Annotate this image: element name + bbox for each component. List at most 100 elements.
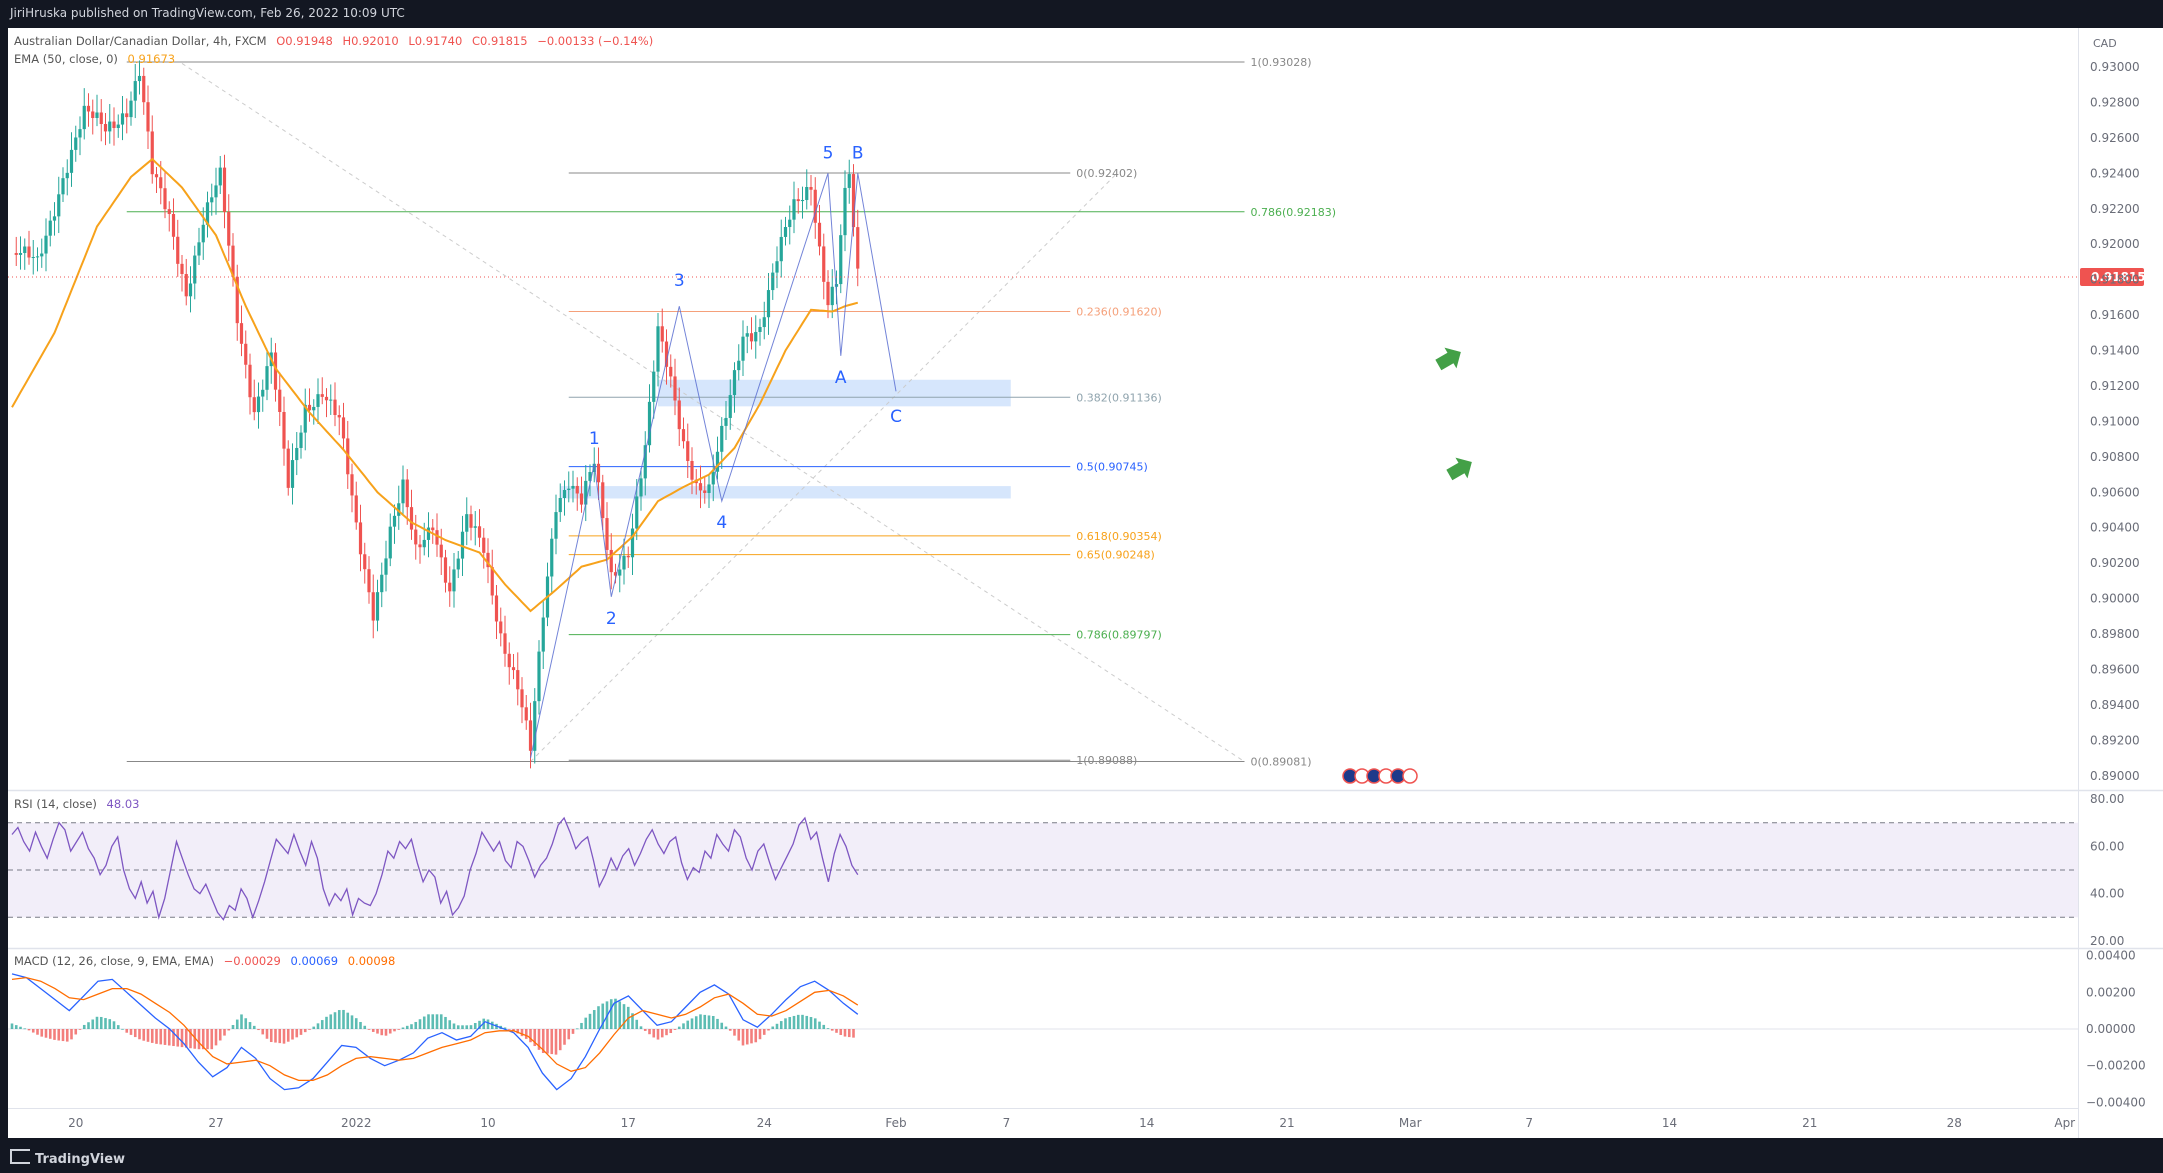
macd-histogram-bar [367, 1029, 371, 1030]
fib-level-label: 0.236(0.91620) [1076, 306, 1162, 319]
candle-body [562, 490, 567, 499]
candle-body [244, 343, 248, 365]
fib-level-label: 0.786(0.92183) [1251, 206, 1337, 219]
candle-body [711, 471, 715, 485]
candle-body [737, 360, 741, 371]
symbol-legend[interactable]: Australian Dollar/Canadian Dollar, 4h, F… [14, 34, 659, 48]
time-tick-label: 21 [1802, 1116, 1817, 1130]
macd-histogram-bar [639, 1026, 643, 1029]
rsi-legend[interactable]: RSI (14, close) 48.03 [14, 797, 145, 811]
price-axis[interactable] [2078, 28, 2163, 1138]
candle-body [409, 507, 414, 530]
candle-body [558, 498, 562, 513]
candle-body [652, 371, 656, 402]
fib-level-label: 0(0.92402) [1076, 167, 1137, 180]
candle-body [48, 220, 52, 236]
tradingview-logo[interactable]: TradingView [10, 1149, 125, 1167]
candle-body [601, 482, 605, 519]
candle-body [622, 555, 626, 570]
macd-histogram-bar [609, 999, 613, 1029]
symbol-name: Australian Dollar/Canadian Dollar, 4h, F… [14, 34, 267, 48]
macd-pane[interactable]: 0.00400 0.00200 0.00000 −0.00200 −0.00400 [8, 949, 2146, 1110]
macd-histogram-bar [244, 1018, 248, 1029]
macd-line [11, 973, 859, 1091]
candle-body [252, 397, 256, 413]
macd-histogram-bar [852, 1029, 855, 1038]
ema-legend[interactable]: EMA (50, close, 0) 0.91673 [14, 52, 181, 66]
close-value: C0.91815 [471, 34, 528, 48]
macd-histogram-bar [707, 1015, 711, 1029]
time-tick-label: Mar [1399, 1116, 1422, 1130]
low-value: L0.91740 [408, 34, 463, 48]
price-pane[interactable]: 1(0.93028) 0.786(0.92183) 0(0.89081) 0(0.92… [8, 56, 2146, 784]
candle-body [635, 496, 639, 529]
candle-body [724, 417, 728, 426]
candle-body [554, 512, 558, 539]
macd-histogram-bar [699, 1014, 702, 1029]
candle-body [95, 112, 99, 119]
macd-histogram-bar [652, 1029, 656, 1038]
macd-histogram-bar [82, 1024, 86, 1029]
macd-histogram-bar [206, 1029, 209, 1050]
support-zone [658, 379, 1011, 407]
macd-signal-value: 0.00069 [290, 954, 339, 968]
footer-bar: TradingView [0, 1140, 2163, 1173]
macd-histogram-bar [87, 1022, 90, 1029]
candle-body [324, 396, 329, 401]
candle-body [154, 174, 159, 178]
candle-body [486, 552, 490, 568]
candle-body [630, 528, 635, 558]
macd-histogram-bar [631, 1013, 634, 1029]
candle-body [290, 460, 295, 488]
candle-body [490, 567, 494, 596]
macd-histogram-bar [299, 1029, 303, 1035]
price-tick-label: 0.92800 [2090, 95, 2140, 109]
candle-body [783, 227, 788, 237]
macd-histogram-bar [231, 1025, 235, 1029]
macd-histogram-bar [720, 1022, 724, 1029]
macd-tick-label: 0.00400 [2086, 949, 2136, 963]
macd-histogram-bar [163, 1029, 167, 1045]
candle-body [596, 463, 601, 483]
rsi-pane[interactable]: 80.00 60.00 40.00 20.00 [8, 792, 2124, 948]
candle-body [567, 488, 571, 491]
macd-legend[interactable]: MACD (12, 26, close, 9, EMA, EMA) −0.000… [14, 954, 401, 968]
price-tick-label: 0.90000 [2090, 592, 2140, 606]
candle-body [176, 236, 180, 264]
macd-histogram-bar [418, 1019, 422, 1029]
arrow-shape [1446, 457, 1472, 481]
candle-body [312, 406, 316, 411]
fib-level-label: 0(0.89081) [1251, 755, 1312, 768]
time-tick-label: Apr [2054, 1116, 2075, 1130]
candle-body [371, 592, 375, 621]
macd-histogram-bar [57, 1029, 61, 1041]
price-tick-label: 0.89800 [2090, 627, 2140, 641]
price-tick-label: 0.90800 [2090, 450, 2140, 464]
candle-body [337, 415, 341, 418]
macd-histogram-bar [669, 1029, 673, 1034]
candle-body [647, 401, 652, 446]
macd-histogram-bar [750, 1029, 753, 1044]
macd-histogram-bar [690, 1018, 694, 1029]
candle-body [65, 172, 69, 179]
time-tick-label: 20 [68, 1116, 83, 1130]
candle-body [23, 246, 27, 254]
macd-histogram-bar [397, 1029, 401, 1030]
candle-body [749, 333, 754, 342]
macd-histogram-bar [779, 1021, 783, 1029]
candle-body [669, 366, 673, 377]
candle-body [541, 617, 545, 652]
wave-label-2: 2 [606, 609, 617, 629]
macd-histogram-bar [91, 1019, 95, 1029]
candle-body [295, 447, 299, 461]
macd-histogram-bar [643, 1029, 647, 1031]
current-price-tag [2080, 267, 2144, 286]
candle-body [817, 222, 822, 247]
wave-label-1: 1 [589, 429, 600, 449]
candle-body [758, 327, 762, 332]
macd-histogram-bar [303, 1029, 307, 1033]
time-tick-label: 14 [1662, 1116, 1677, 1130]
macd-histogram-bar [180, 1029, 184, 1048]
macd-histogram-bar [10, 1023, 14, 1029]
